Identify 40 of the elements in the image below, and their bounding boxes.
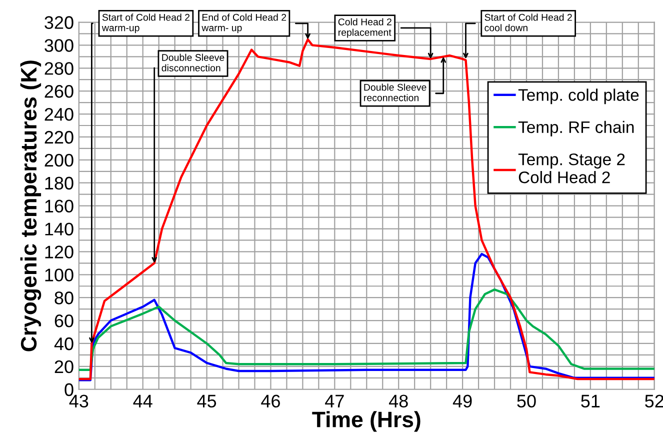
- y-tick-label: 220: [44, 130, 74, 144]
- annotation: Cold Head 2 replacement: [338, 18, 392, 38]
- y-tick-label: 260: [44, 85, 74, 98]
- y-tick-label: 80: [54, 292, 74, 304]
- legend-label: Temp. cold plate: [518, 88, 639, 104]
- y-tick-label: 0: [64, 383, 74, 396]
- y-tick-label: 200: [44, 154, 74, 167]
- annotation: Start of Cold Head 2 cool down: [484, 14, 572, 32]
- y-tick-label: 300: [44, 39, 74, 52]
- x-tick-label: 45: [197, 394, 216, 408]
- y-tick-label: 120: [45, 246, 74, 258]
- y-axis-title: Cryogenic temperatures (K): [20, 60, 42, 352]
- line-series: [78, 288, 654, 371]
- x-tick-label: 44: [133, 394, 152, 408]
- y-tick-label: 40: [54, 337, 74, 350]
- x-axis-title: Time (Hrs): [312, 411, 420, 432]
- y-tick-label: 280: [44, 62, 74, 75]
- x-tick-label: 43: [69, 394, 88, 408]
- y-tick-label: 180: [45, 176, 74, 190]
- y-tick-label: 320: [44, 16, 74, 29]
- line-series: [78, 252, 654, 382]
- x-tick-label: 47: [325, 394, 344, 408]
- x-tick-label: 51: [581, 394, 600, 408]
- legend-label: Temp. Stage 2 Cold Head 2: [518, 153, 625, 184]
- annotation: Start of Cold Head 2 warm-up: [102, 14, 190, 34]
- line-series: [78, 38, 654, 380]
- y-tick-label: 100: [45, 268, 74, 282]
- y-tick-label: 140: [45, 222, 74, 236]
- annotation: End of Cold Head 2 warm- up: [202, 14, 286, 34]
- x-tick-label: 50: [517, 394, 536, 408]
- x-tick-label: 46: [261, 394, 280, 408]
- x-tick-label: 49: [452, 394, 472, 408]
- y-tick-label: 20: [54, 360, 74, 374]
- y-tick-label: 160: [45, 200, 74, 213]
- y-tick-label: 60: [54, 314, 74, 328]
- x-tick-label: 48: [388, 394, 408, 408]
- legend-label: Temp. RF chain: [518, 120, 634, 136]
- y-tick-label: 240: [44, 108, 74, 121]
- annotation: Double Sleeve reconnection: [364, 84, 426, 102]
- annotation: Double Sleeve disconnection: [162, 54, 224, 72]
